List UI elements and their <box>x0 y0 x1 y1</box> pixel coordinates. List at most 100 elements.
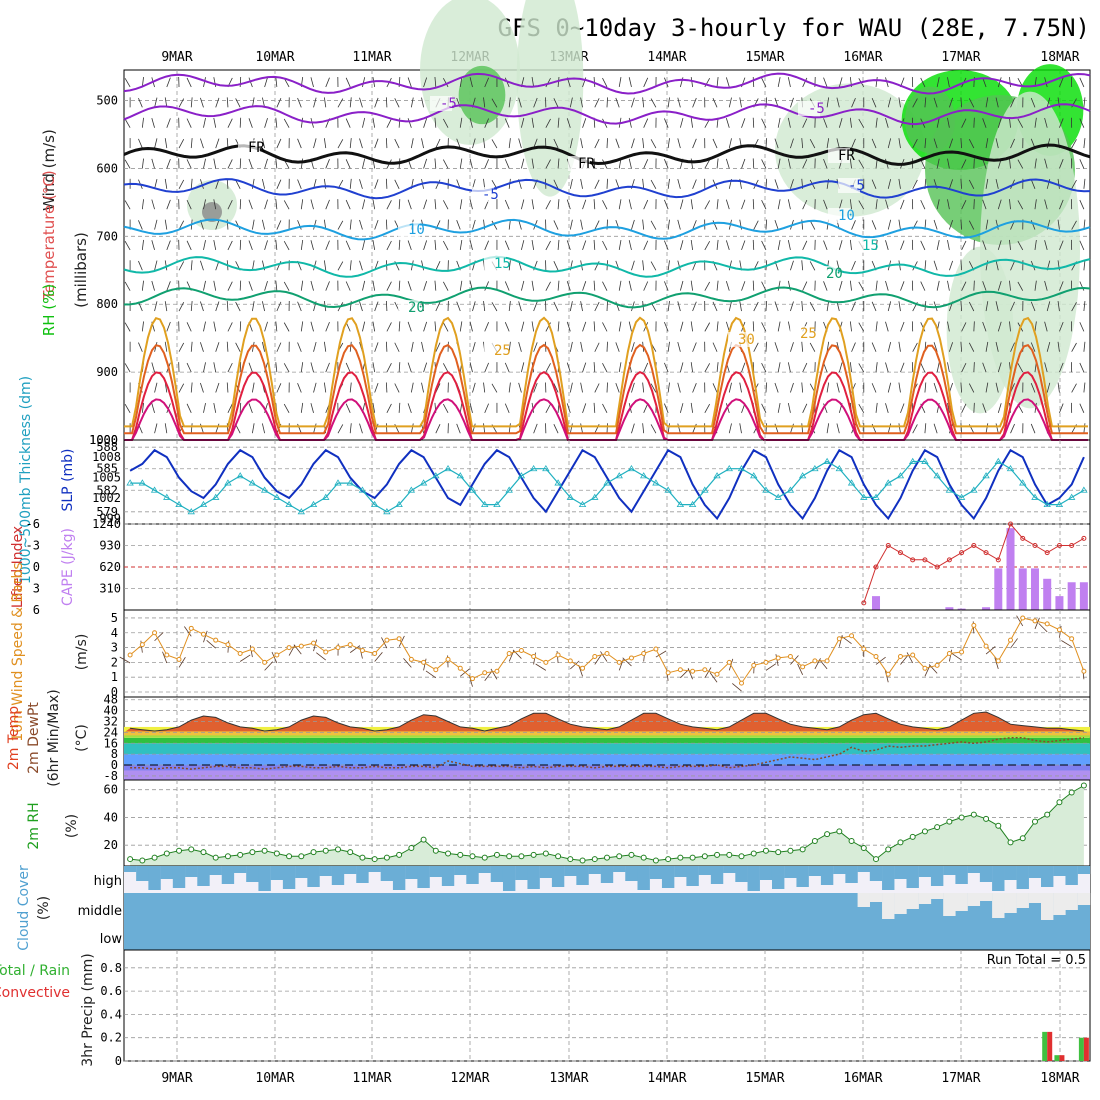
wind-barb <box>982 403 987 413</box>
wind-barb <box>774 423 779 434</box>
wind-barb <box>200 179 204 189</box>
cloud-high-bar <box>857 866 870 872</box>
wind-barb <box>752 199 755 210</box>
wind-barb <box>997 403 1002 413</box>
wind-barb <box>692 97 697 108</box>
wind-barb <box>679 280 684 291</box>
wind-barb <box>1057 97 1060 108</box>
wind-barb <box>469 403 473 413</box>
wind-barb <box>920 199 926 210</box>
li-marker <box>1056 543 1062 548</box>
wind-barb <box>606 178 608 189</box>
wind-barb <box>995 301 999 312</box>
wind-barb <box>553 383 559 393</box>
wind-speed-marker <box>494 668 500 674</box>
wind-barb <box>997 77 1002 88</box>
wind-barb <box>1034 402 1037 413</box>
wind-barb <box>213 77 217 88</box>
contour-label-bg <box>238 140 260 155</box>
wind-barb <box>765 97 768 108</box>
wind-speed-marker <box>152 630 158 636</box>
wind-barb <box>178 301 185 312</box>
wind-barb <box>533 423 538 434</box>
cloud-mid-gap <box>1041 893 1054 920</box>
wind-barb <box>985 382 989 393</box>
wind10m-barb <box>875 656 886 665</box>
wind-barb <box>566 199 571 210</box>
wind-barb <box>960 97 963 108</box>
wind-barb <box>469 77 473 88</box>
wind-barb <box>235 301 241 312</box>
wind-tick: 3 <box>111 641 118 655</box>
cloud-mid-gap <box>930 893 944 899</box>
rh-shading <box>202 202 222 222</box>
thickness-marker <box>921 457 929 464</box>
wind-barb <box>704 403 711 414</box>
wind-barb <box>631 301 635 312</box>
rh-marker <box>127 856 134 863</box>
wind-barb <box>491 139 498 149</box>
wind-barb <box>566 362 571 373</box>
wind-barb <box>151 199 155 210</box>
wind-barb <box>313 138 317 149</box>
wind-barb <box>725 321 730 332</box>
wind-barb <box>469 158 473 169</box>
wind-barb <box>690 77 693 88</box>
temp-unit: (°C) <box>74 724 90 752</box>
wind-speed-marker <box>237 651 243 656</box>
thickness-marker <box>713 472 721 479</box>
wind-barb <box>300 117 304 128</box>
wind-barb <box>712 98 718 108</box>
wind-barb <box>1034 239 1037 250</box>
cloud-high-bar <box>710 866 724 884</box>
cloud-high-bar <box>209 866 222 875</box>
wind-barb <box>765 301 768 312</box>
wind-barb <box>164 178 168 189</box>
wind-barb <box>679 321 684 332</box>
wind-barb <box>124 200 131 210</box>
thickness-marker <box>578 500 587 508</box>
wind-barb <box>215 138 220 149</box>
wind-barb <box>325 321 330 332</box>
wind-speed-marker <box>164 652 170 658</box>
wind-barb <box>761 362 767 373</box>
slp-corner-tick: 1000 <box>89 433 118 447</box>
temp-tick: 40 <box>104 704 118 718</box>
wind-barb <box>677 97 681 108</box>
thickness-marker <box>224 479 232 486</box>
wind-barb <box>725 240 730 251</box>
contour-label-bg <box>816 266 838 281</box>
wind-barb <box>594 342 600 352</box>
wind-barb <box>936 280 940 291</box>
wind-barb <box>178 261 185 271</box>
wind-barb <box>518 138 522 149</box>
wind-barb <box>741 240 746 251</box>
wind-barb <box>374 97 379 108</box>
wind-barb <box>995 97 999 108</box>
wind-barb <box>823 403 828 413</box>
wind-barb <box>667 301 670 312</box>
wind-barb <box>323 138 327 149</box>
wind-barb <box>761 77 767 88</box>
wind-barb <box>650 424 657 434</box>
wind-barb <box>761 281 767 291</box>
thickness-tick: 588 <box>96 440 118 454</box>
wind-barb <box>618 199 622 210</box>
wind-barb <box>566 240 571 251</box>
rh-marker <box>249 849 256 856</box>
wind-barb <box>261 97 266 108</box>
wind-barb <box>777 321 781 332</box>
cloud-high-bar <box>637 866 650 890</box>
wind10m-barb <box>178 657 186 668</box>
wind-barb <box>936 362 940 373</box>
wind10m-unit: (m/s) <box>74 634 90 671</box>
wind-barb <box>1046 382 1051 393</box>
wind-speed-marker <box>787 653 793 659</box>
cape-bar <box>1067 582 1076 610</box>
wind-barb <box>203 117 206 128</box>
wind-barb <box>385 423 388 434</box>
wind-barb <box>484 281 489 291</box>
wind-barb <box>483 382 486 393</box>
wind-barb <box>765 219 768 230</box>
wind-barb <box>215 423 220 434</box>
